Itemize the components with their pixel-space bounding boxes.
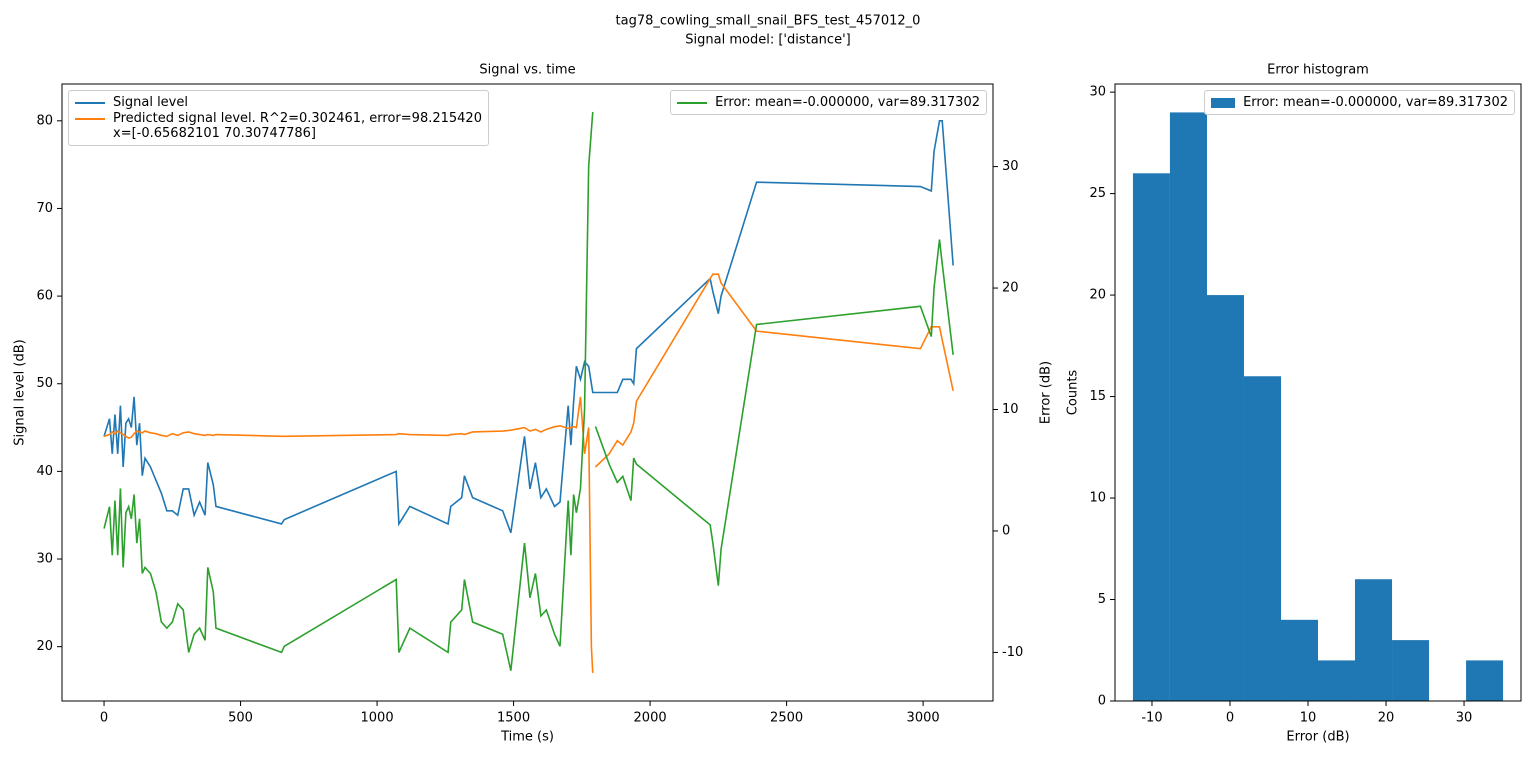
x-tick-label: 0 bbox=[1226, 711, 1234, 726]
y-tick-label: 30 bbox=[1089, 85, 1106, 100]
x-axis-label: Error (dB) bbox=[1286, 730, 1349, 745]
x-axis-label: Time (s) bbox=[500, 730, 554, 745]
hist-bar bbox=[1132, 173, 1170, 702]
legend-entry: Error: mean=-0.000000, var=89.317302 bbox=[677, 95, 980, 110]
y-tick-label: 0 bbox=[1098, 694, 1106, 709]
x-tick-label: 10 bbox=[1300, 711, 1317, 726]
suptitle: Signal model: ['distance'] bbox=[685, 33, 850, 48]
y-tick-label: 20 bbox=[36, 639, 53, 654]
hist-bar bbox=[1354, 579, 1393, 701]
series-line bbox=[103, 273, 954, 673]
hist-bar bbox=[1466, 660, 1504, 701]
y2-tick-label: 30 bbox=[1002, 159, 1019, 174]
legend-entry: Error: mean=-0.000000, var=89.317302 bbox=[1211, 95, 1508, 110]
x-tick-label: 20 bbox=[1378, 711, 1395, 726]
axes-frame bbox=[1114, 83, 1522, 702]
series-line bbox=[103, 120, 954, 534]
hist-bar bbox=[1243, 376, 1282, 701]
y-axis-label: Signal level (dB) bbox=[13, 339, 28, 445]
hist-bar bbox=[1392, 640, 1430, 701]
axes-title: Error histogram bbox=[1267, 63, 1369, 78]
legend-swatch bbox=[75, 118, 105, 120]
legend-swatch bbox=[1211, 98, 1236, 108]
x-tick-label: 30 bbox=[1456, 711, 1473, 726]
y-tick-label: 30 bbox=[36, 552, 53, 567]
legend-label: Error: mean=-0.000000, var=89.317302 bbox=[715, 95, 980, 110]
x-tick-label: 1500 bbox=[497, 711, 530, 726]
x-tick-label: 0 bbox=[100, 711, 108, 726]
legend-label: Predicted signal level. R^2=0.302461, er… bbox=[113, 111, 482, 141]
legend-swatch bbox=[75, 102, 105, 104]
legend: Error: mean=-0.000000, var=89.317302 bbox=[1204, 90, 1515, 115]
y-tick-label: 5 bbox=[1098, 592, 1106, 607]
y2-tick-label: 10 bbox=[1002, 402, 1019, 417]
legend-label: Error: mean=-0.000000, var=89.317302 bbox=[1243, 95, 1508, 110]
y-tick-label: 80 bbox=[36, 113, 53, 128]
x-tick-label: 500 bbox=[228, 711, 253, 726]
y-tick-label: 10 bbox=[1089, 491, 1106, 506]
y-tick-label: 50 bbox=[36, 376, 53, 391]
y-tick-label: 20 bbox=[1089, 288, 1106, 303]
y2-axis-label: Error (dB) bbox=[1039, 361, 1054, 424]
y-tick-label: 60 bbox=[36, 289, 53, 304]
x-tick-label: 1000 bbox=[361, 711, 394, 726]
hist-bar bbox=[1169, 112, 1207, 701]
x-tick-label: 2000 bbox=[634, 711, 667, 726]
series-line bbox=[103, 111, 954, 671]
hist-bar bbox=[1318, 660, 1355, 701]
legend-entry: Signal level bbox=[75, 95, 482, 110]
y2-tick-label: -10 bbox=[1002, 645, 1023, 660]
legend: Error: mean=-0.000000, var=89.317302 bbox=[670, 90, 987, 115]
hist-bar bbox=[1281, 619, 1318, 701]
x-tick-label: -10 bbox=[1141, 711, 1162, 726]
legend: Signal level Predicted signal level. R^2=… bbox=[68, 90, 489, 146]
legend-swatch bbox=[677, 102, 708, 104]
y2-tick-label: 20 bbox=[1002, 281, 1019, 296]
suptitle: tag78_cowling_small_snail_BFS_test_45701… bbox=[616, 14, 921, 29]
axes-title: Signal vs. time bbox=[479, 63, 575, 78]
y-tick-label: 40 bbox=[36, 464, 53, 479]
hist-bar bbox=[1206, 295, 1244, 701]
legend-label: Signal level bbox=[113, 95, 188, 110]
y-tick-label: 70 bbox=[36, 201, 53, 216]
axes-frame bbox=[61, 83, 994, 702]
y2-tick-label: 0 bbox=[1002, 523, 1010, 538]
legend-entry: Predicted signal level. R^2=0.302461, er… bbox=[75, 111, 482, 141]
y-tick-label: 25 bbox=[1089, 186, 1106, 201]
x-tick-label: 2500 bbox=[770, 711, 803, 726]
y-tick-label: 15 bbox=[1089, 389, 1106, 404]
y-axis-label: Counts bbox=[1066, 370, 1081, 416]
x-tick-label: 3000 bbox=[907, 711, 940, 726]
